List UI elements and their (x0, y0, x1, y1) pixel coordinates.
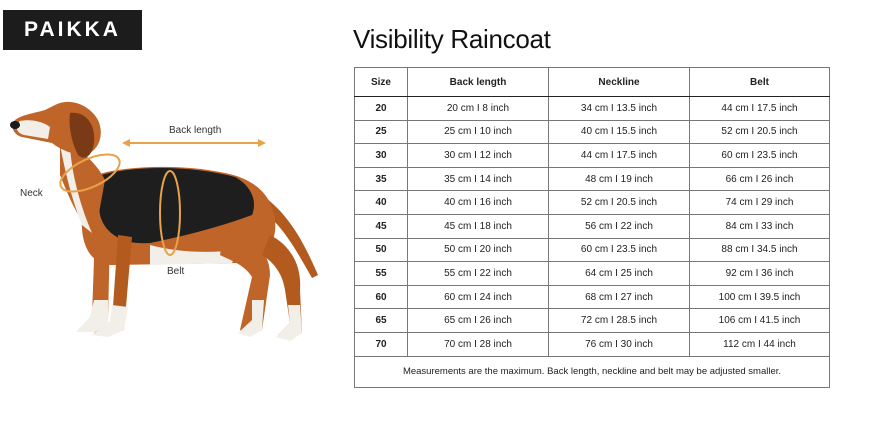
back-length-cell: 55 cm I 22 inch (407, 261, 549, 286)
header-back-length: Back length (407, 67, 549, 97)
dog-measurement-illustration (10, 101, 318, 341)
header-belt: Belt (689, 67, 830, 97)
belt-cell: 66 cm I 26 inch (689, 166, 830, 192)
size-cell: 60 (354, 284, 408, 310)
table-row: 60 60 cm I 24 inch 68 cm I 27 inch 100 c… (354, 284, 830, 310)
size-cell: 45 (354, 213, 408, 239)
size-chart-table: Size Back length Neckline Belt 20 20 cm … (354, 67, 830, 388)
brand-logo: PAIKKA (3, 10, 142, 50)
neckline-cell: 68 cm I 27 inch (548, 284, 690, 310)
size-cell: 50 (354, 237, 408, 263)
neckline-cell: 34 cm I 13.5 inch (548, 96, 690, 121)
neck-label: Neck (20, 188, 43, 199)
table-row: 35 35 cm I 14 inch 48 cm I 19 inch 66 cm… (354, 166, 830, 192)
neckline-cell: 48 cm I 19 inch (548, 166, 690, 192)
belt-cell: 84 cm I 33 inch (689, 213, 830, 239)
size-cell: 70 (354, 331, 408, 357)
back-length-cell: 40 cm I 16 inch (407, 190, 549, 215)
neckline-cell: 60 cm I 23.5 inch (548, 237, 690, 263)
page-title: Visibility Raincoat (353, 24, 551, 54)
dog-icon (10, 101, 318, 341)
neckline-cell: 76 cm I 30 inch (548, 331, 690, 357)
size-cell: 55 (354, 261, 408, 286)
size-cell: 40 (354, 190, 408, 215)
belt-cell: 88 cm I 34.5 inch (689, 237, 830, 263)
back-length-cell: 70 cm I 28 inch (407, 331, 549, 357)
belt-label: Belt (167, 266, 185, 277)
neckline-cell: 40 cm I 15.5 inch (548, 119, 690, 145)
neckline-cell: 44 cm I 17.5 inch (548, 143, 690, 168)
table-row: 45 45 cm I 18 inch 56 cm I 22 inch 84 cm… (354, 213, 830, 239)
belt-cell: 106 cm I 41.5 inch (689, 308, 830, 333)
table-header-row: Size Back length Neckline Belt (354, 67, 830, 97)
back-length-cell: 50 cm I 20 inch (407, 237, 549, 263)
neckline-cell: 56 cm I 22 inch (548, 213, 690, 239)
neckline-cell: 64 cm I 25 inch (548, 261, 690, 286)
size-cell: 25 (354, 119, 408, 145)
measurement-note: Measurements are the maximum. Back lengt… (354, 355, 830, 388)
table-row: 25 25 cm I 10 inch 40 cm I 15.5 inch 52 … (354, 119, 830, 145)
back-length-label: Back length (169, 125, 222, 136)
neckline-cell: 72 cm I 28.5 inch (548, 308, 690, 333)
back-length-cell: 60 cm I 24 inch (407, 284, 549, 310)
belt-cell: 112 cm I 44 inch (689, 331, 830, 357)
belt-cell: 100 cm I 39.5 inch (689, 284, 830, 310)
belt-measure-loop-icon (159, 170, 181, 256)
header-size: Size (354, 67, 408, 97)
neckline-cell: 52 cm I 20.5 inch (548, 190, 690, 215)
belt-cell: 60 cm I 23.5 inch (689, 143, 830, 168)
header-neckline: Neckline (548, 67, 690, 97)
table-note-row: Measurements are the maximum. Back lengt… (354, 355, 830, 388)
back-length-cell: 45 cm I 18 inch (407, 213, 549, 239)
belt-cell: 44 cm I 17.5 inch (689, 96, 830, 121)
belt-cell: 92 cm I 36 inch (689, 261, 830, 286)
table-row: 30 30 cm I 12 inch 44 cm I 17.5 inch 60 … (354, 143, 830, 168)
table-row: 65 65 cm I 26 inch 72 cm I 28.5 inch 106… (354, 308, 830, 333)
table-row: 50 50 cm I 20 inch 60 cm I 23.5 inch 88 … (354, 237, 830, 263)
back-length-cell: 30 cm I 12 inch (407, 143, 549, 168)
belt-cell: 52 cm I 20.5 inch (689, 119, 830, 145)
back-length-cell: 65 cm I 26 inch (407, 308, 549, 333)
belt-cell: 74 cm I 29 inch (689, 190, 830, 215)
table-row: 55 55 cm I 22 inch 64 cm I 25 inch 92 cm… (354, 261, 830, 286)
size-cell: 30 (354, 143, 408, 168)
back-length-cell: 25 cm I 10 inch (407, 119, 549, 145)
table-row: 70 70 cm I 28 inch 76 cm I 30 inch 112 c… (354, 331, 830, 357)
table-row: 20 20 cm I 8 inch 34 cm I 13.5 inch 44 c… (354, 96, 830, 121)
back-length-cell: 20 cm I 8 inch (407, 96, 549, 121)
size-cell: 35 (354, 166, 408, 192)
neck-measure-loop-icon (59, 153, 121, 193)
back-length-cell: 35 cm I 14 inch (407, 166, 549, 192)
back-length-arrow-icon (122, 139, 266, 147)
size-cell: 65 (354, 308, 408, 333)
size-cell: 20 (354, 96, 408, 121)
table-row: 40 40 cm I 16 inch 52 cm I 20.5 inch 74 … (354, 190, 830, 215)
